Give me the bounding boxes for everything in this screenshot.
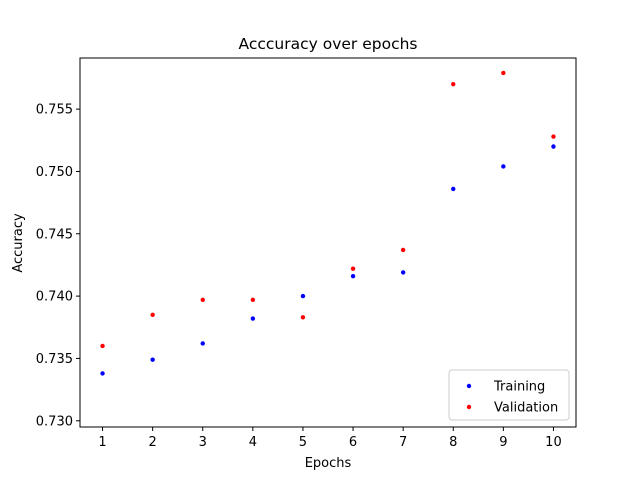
- y-tick-label: 0.740: [36, 290, 73, 305]
- data-point-training: [451, 186, 456, 192]
- axes-frame: [79, 57, 577, 428]
- data-point-training: [150, 357, 155, 362]
- data-point-training: [400, 270, 406, 275]
- data-point-training: [100, 371, 105, 376]
- plot-area: 1 2 3 4 5 6 7 8 9 10 0.730 0.735 0.740 0.745 0.750 0.75…: [36, 57, 577, 450]
- x-tick-label: 9: [499, 435, 507, 450]
- x-tick-label: 2: [149, 435, 157, 450]
- x-tick-label: 6: [349, 435, 357, 450]
- legend-marker-training: [466, 383, 472, 389]
- chart-title: Acccuracy over epochs: [239, 35, 418, 53]
- x-axis-title: Epochs: [305, 456, 352, 471]
- data-point-validation: [400, 247, 406, 253]
- data-point-training: [551, 144, 556, 149]
- data-point-training: [250, 316, 256, 321]
- y-tick-label: 0.750: [36, 165, 73, 180]
- data-point-validation: [451, 81, 456, 87]
- data-point-validation: [300, 315, 306, 320]
- y-tick-label: 0.735: [36, 352, 73, 367]
- data-point-validation: [350, 266, 356, 271]
- data-point-validation: [200, 297, 205, 303]
- x-tick-label: 5: [299, 435, 307, 450]
- legend-label-training: Training: [493, 380, 545, 395]
- x-tick-label: 8: [449, 435, 457, 450]
- x-tick-label: 10: [545, 435, 562, 450]
- data-point-validation: [150, 312, 155, 318]
- x-tick-label: 4: [249, 435, 257, 450]
- y-axis-title: Accuracy: [11, 213, 26, 273]
- data-point-validation: [551, 134, 556, 139]
- data-point-training: [350, 273, 356, 279]
- legend-marker-validation: [466, 404, 472, 410]
- data-point-training: [200, 341, 205, 346]
- data-point-validation: [250, 297, 256, 303]
- data-point-validation: [100, 343, 105, 349]
- x-tick-label: 1: [98, 435, 106, 450]
- legend-label-validation: Validation: [494, 401, 558, 416]
- legend-box: [448, 369, 570, 421]
- x-tick-label: 7: [399, 435, 407, 450]
- data-point-training: [501, 164, 506, 169]
- y-tick-label: 0.730: [36, 414, 73, 429]
- legend: Training Validation: [448, 369, 570, 421]
- y-tick-label: 0.755: [36, 103, 73, 118]
- y-tick-label: 0.745: [36, 227, 73, 242]
- data-point-validation: [501, 70, 506, 76]
- x-tick-label: 3: [199, 435, 207, 450]
- data-point-training: [300, 293, 306, 299]
